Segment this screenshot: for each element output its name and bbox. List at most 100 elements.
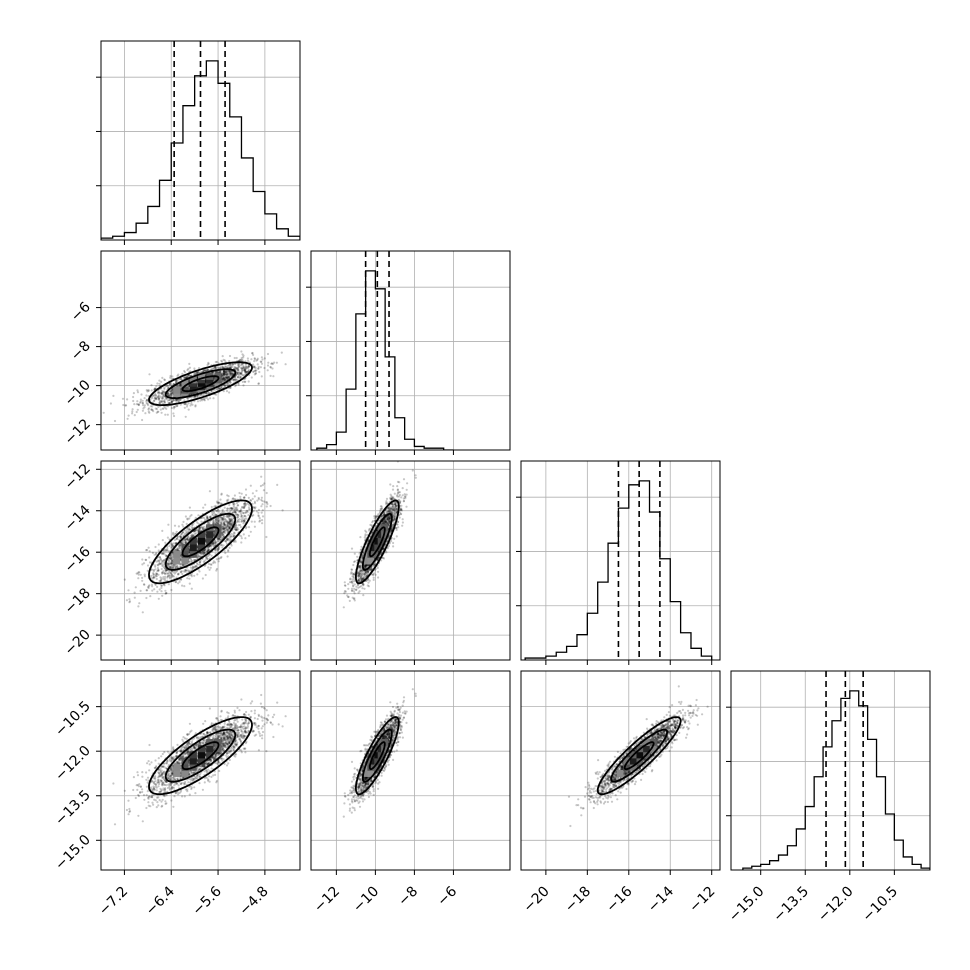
sample-point: [222, 370, 226, 373]
sample-point: [359, 577, 362, 580]
sample-point: [179, 536, 182, 539]
sample-point: [226, 519, 229, 522]
sample-point: [233, 510, 236, 513]
sample-point: [214, 518, 217, 522]
sample-point: [165, 397, 168, 400]
sample-point: [243, 502, 246, 506]
sample-point: [174, 581, 178, 584]
sample-point: [239, 364, 243, 367]
density-cell: [173, 386, 181, 394]
sample-point: [148, 373, 151, 376]
sample-point: [240, 367, 243, 370]
sample-point: [362, 584, 365, 587]
sample-point: [170, 546, 173, 549]
sample-point: [209, 566, 212, 569]
sample-point: [179, 403, 182, 406]
sample-point: [261, 358, 264, 361]
sample-point: [222, 390, 225, 393]
sample-point: [228, 518, 231, 521]
sample-point: [191, 524, 194, 527]
sample-point: [186, 517, 189, 520]
sample-point: [229, 370, 232, 373]
sample-point: [221, 508, 224, 511]
sample-point: [162, 397, 165, 400]
sample-point: [236, 504, 239, 507]
sample-point: [192, 534, 195, 538]
sample-point: [156, 559, 159, 562]
sample-point: [244, 537, 247, 540]
sample-point: [241, 373, 244, 377]
sample-point: [195, 371, 198, 374]
density-cell: [189, 544, 197, 552]
sample-point: [225, 529, 228, 532]
sample-point: [217, 366, 220, 370]
sample-point: [156, 391, 159, 394]
sample-point: [244, 380, 247, 383]
sample-point: [166, 393, 169, 396]
sample-point: [187, 408, 190, 411]
sample-point: [253, 520, 256, 523]
sample-point: [233, 527, 236, 531]
sample-point: [227, 537, 230, 541]
sample-point: [214, 504, 217, 507]
sample-point: [221, 380, 224, 383]
sample-point: [379, 505, 382, 508]
sample-point: [194, 532, 197, 535]
sample-point: [224, 524, 227, 527]
sample-point: [219, 522, 222, 525]
sample-point: [219, 556, 222, 560]
sample-point: [263, 500, 266, 503]
sample-point: [178, 545, 181, 548]
sample-point: [231, 507, 234, 510]
sample-point: [233, 503, 236, 506]
sample-point: [234, 498, 237, 501]
sample-point: [151, 551, 154, 555]
sample-point: [231, 372, 234, 375]
sample-point: [237, 376, 240, 379]
sample-point: [190, 560, 193, 564]
sample-point: [163, 572, 166, 575]
sample-point: [263, 482, 266, 485]
sample-point: [183, 376, 186, 379]
sample-point: [251, 502, 254, 505]
sample-point: [173, 572, 176, 575]
sample-point: [257, 508, 260, 511]
sample-point: [217, 547, 220, 550]
sample-point: [196, 553, 199, 556]
sample-point: [168, 383, 171, 386]
sample-point: [141, 563, 144, 566]
sample-point: [205, 369, 208, 372]
sample-point: [230, 520, 233, 523]
sample-point: [171, 389, 174, 392]
sample-point: [228, 521, 231, 524]
sample-point: [225, 375, 228, 378]
sample-point: [164, 385, 167, 388]
sample-point: [168, 401, 171, 405]
sample-point: [249, 499, 253, 502]
sample-point: [219, 516, 222, 519]
sample-point: [217, 509, 220, 512]
sample-point: [168, 390, 171, 393]
sample-point: [240, 510, 243, 513]
sample-point: [226, 374, 229, 377]
sample-point: [167, 559, 170, 562]
sample-point: [387, 515, 390, 518]
sample-point: [246, 367, 250, 370]
sample-point: [247, 534, 251, 537]
sample-point: [191, 534, 194, 537]
sample-point: [228, 370, 231, 373]
sample-point: [215, 517, 218, 520]
sample-point: [136, 389, 139, 392]
sample-point: [216, 539, 220, 542]
sample-point: [239, 512, 243, 515]
sample-point: [156, 570, 159, 573]
sample-point: [219, 544, 222, 547]
sample-point: [251, 514, 254, 518]
sample-point: [253, 495, 256, 498]
sample-point: [218, 501, 221, 504]
y-tick-label: −16: [62, 544, 94, 576]
sample-point: [136, 572, 139, 575]
sample-point: [216, 537, 219, 541]
sample-point: [157, 405, 160, 408]
sample-point: [214, 367, 217, 370]
